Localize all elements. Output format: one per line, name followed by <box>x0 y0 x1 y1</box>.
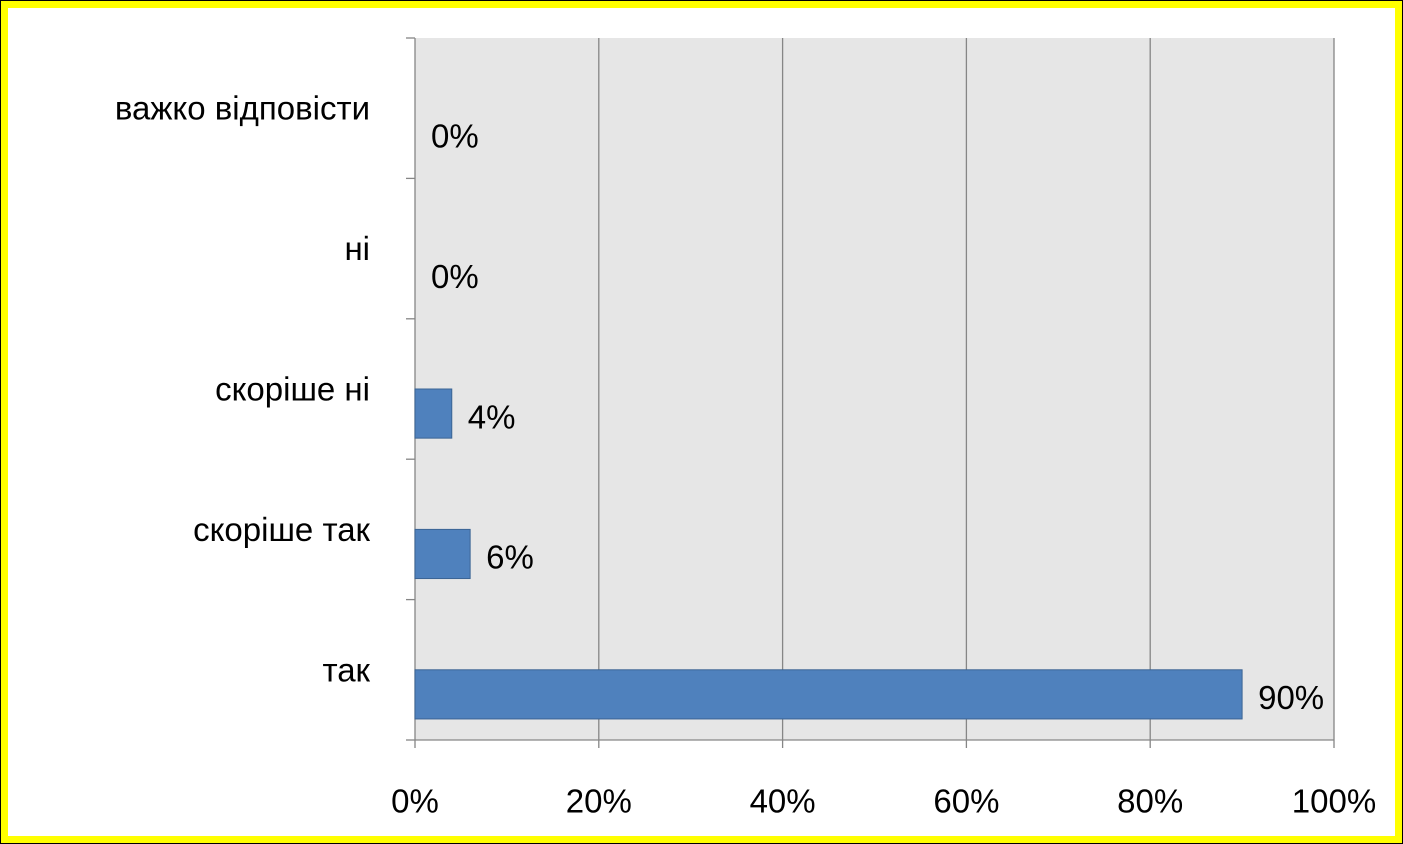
data-label: 6% <box>486 539 534 576</box>
y-tick-label: так <box>322 651 370 688</box>
x-tick-label: 20% <box>566 783 632 820</box>
bar <box>414 388 453 439</box>
plot-area <box>415 38 1334 740</box>
data-label: 0% <box>431 258 479 295</box>
x-tick-label: 60% <box>933 783 999 820</box>
bar <box>414 528 471 580</box>
x-tick-label: 0% <box>391 783 439 820</box>
data-label: 0% <box>431 117 479 154</box>
data-label: 4% <box>468 398 516 435</box>
data-label: 90% <box>1258 679 1324 716</box>
x-tick-label: 100% <box>1292 783 1376 820</box>
y-tick-label: важко відповісти <box>115 90 370 127</box>
y-tick-label: скоріше так <box>193 511 370 548</box>
x-tick-label: 80% <box>1117 783 1183 820</box>
bar <box>414 669 1243 720</box>
x-tick-label: 40% <box>750 783 816 820</box>
y-tick-label: ні <box>344 230 370 267</box>
y-tick-label: скоріше ні <box>215 371 370 408</box>
